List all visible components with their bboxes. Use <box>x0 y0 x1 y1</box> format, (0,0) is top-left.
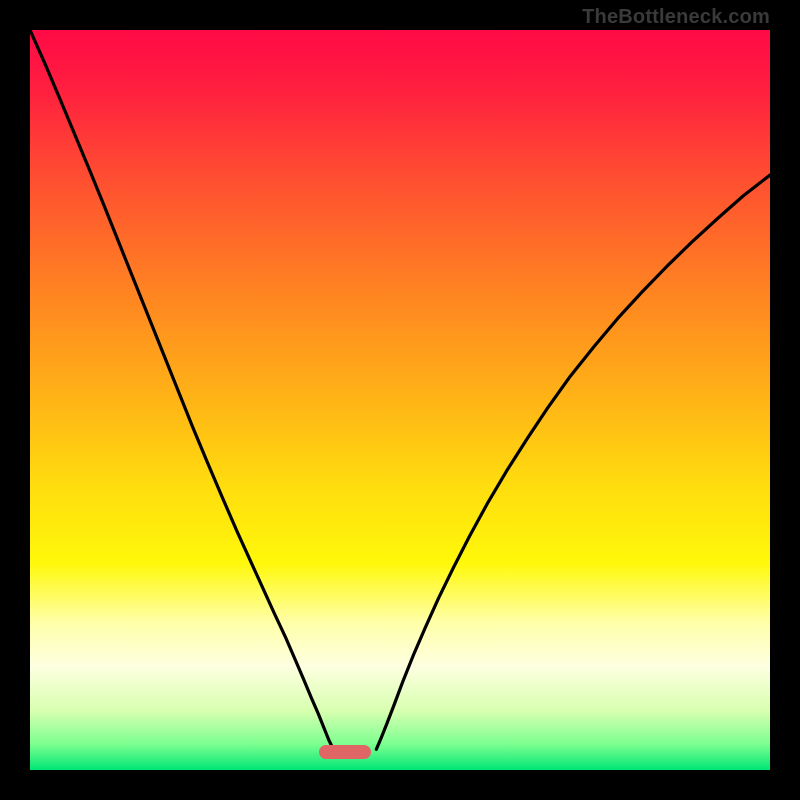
optimal-range-marker <box>319 745 371 759</box>
right-curve-line <box>376 175 770 749</box>
plot-area <box>30 30 770 770</box>
bottleneck-curves <box>30 30 770 770</box>
left-curve-line <box>30 30 333 749</box>
chart-frame: TheBottleneck.com <box>0 0 800 800</box>
watermark-text: TheBottleneck.com <box>582 6 770 29</box>
